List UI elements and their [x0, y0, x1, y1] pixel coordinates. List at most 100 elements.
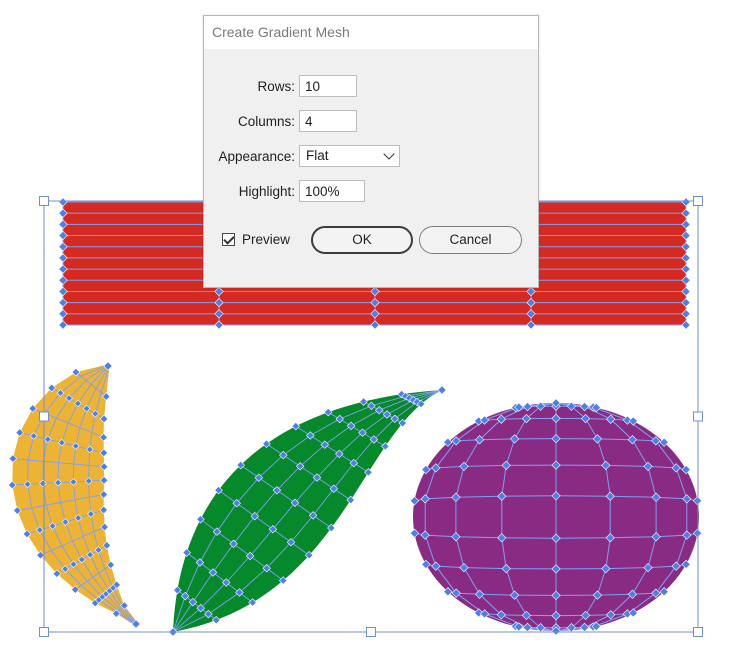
mesh-point: [335, 414, 344, 424]
mesh-line: [218, 489, 310, 556]
mesh-point: [58, 208, 68, 218]
mesh-point: [474, 589, 485, 599]
highlight-input[interactable]: [299, 180, 365, 202]
mesh-point: [551, 564, 561, 574]
mesh-point: [501, 563, 511, 574]
mesh-point: [323, 407, 333, 417]
mesh-point: [15, 428, 24, 437]
mesh-point: [551, 398, 561, 408]
mesh-point: [551, 610, 561, 621]
mesh-point: [286, 537, 296, 547]
mesh-point: [61, 518, 70, 526]
mesh-line: [172, 389, 443, 633]
mesh-point: [451, 532, 461, 542]
mesh-point: [278, 576, 288, 585]
mesh-point: [100, 522, 109, 532]
dialog-title: Create Gradient Mesh: [204, 16, 538, 49]
mesh-point: [61, 565, 70, 573]
rows-input[interactable]: [299, 75, 357, 97]
green-leaf-mesh[interactable]: [168, 385, 447, 637]
mesh-point: [681, 286, 691, 297]
mesh-point: [248, 598, 257, 607]
mesh-point: [54, 478, 62, 487]
mesh-point: [551, 491, 561, 501]
mesh-point: [94, 546, 103, 554]
mesh-point: [521, 610, 532, 621]
mesh-point: [591, 621, 601, 632]
mesh-point: [58, 309, 68, 319]
appearance-select[interactable]: Flat: [299, 145, 400, 167]
mesh-point: [451, 492, 461, 502]
mesh-point: [101, 392, 111, 401]
mesh-point: [681, 320, 691, 330]
yellow-teardrop-mesh[interactable]: [8, 361, 141, 629]
mesh-point: [580, 413, 591, 424]
mesh-point: [58, 253, 68, 263]
mesh-point: [514, 402, 524, 412]
mesh-point: [682, 494, 692, 504]
mesh-point: [681, 208, 691, 218]
mesh-point: [349, 458, 359, 468]
mesh-point: [214, 485, 223, 495]
mesh-point: [304, 550, 314, 560]
mesh-point: [526, 320, 536, 330]
cancel-button[interactable]: Cancel: [419, 226, 522, 254]
mesh-point: [521, 413, 532, 424]
mesh-line: [266, 443, 351, 501]
mesh-point: [57, 438, 66, 447]
preview-checkbox[interactable]: [222, 233, 235, 246]
mesh-point: [551, 460, 561, 470]
mesh-point: [459, 461, 469, 472]
mesh-point: [479, 415, 490, 425]
mesh-point: [535, 401, 546, 411]
mesh-point: [421, 464, 431, 475]
mesh-point: [681, 219, 691, 230]
ok-button[interactable]: OK: [311, 226, 413, 254]
mesh-point: [451, 436, 461, 446]
columns-input[interactable]: [299, 110, 357, 132]
selection-handle: [693, 627, 703, 637]
columns-label: Columns:: [237, 114, 295, 129]
mesh-point: [420, 494, 430, 504]
mesh-point: [99, 505, 108, 515]
mesh-point: [99, 462, 109, 471]
mesh-point: [346, 495, 355, 505]
preview-label[interactable]: Preview: [242, 232, 291, 247]
mesh-point: [551, 413, 561, 424]
mesh-point: [522, 401, 533, 412]
mesh-point: [501, 460, 511, 471]
mesh-point: [58, 219, 68, 230]
mesh-point: [606, 414, 616, 424]
selection-handle: [39, 196, 49, 206]
mesh-point: [245, 551, 255, 561]
mesh-point: [308, 511, 318, 520]
mesh-point: [681, 253, 691, 263]
mesh-point: [627, 589, 638, 599]
purple-sphere-mesh[interactable]: [409, 398, 703, 636]
mesh-line: [424, 402, 557, 632]
mesh-point: [681, 242, 691, 252]
mesh-point: [195, 558, 205, 567]
mesh-point: [35, 526, 44, 534]
mesh-point: [651, 588, 661, 598]
mesh-point: [312, 473, 322, 482]
mesh-point: [69, 478, 78, 486]
appearance-label: Appearance:: [218, 149, 295, 164]
mesh-point: [591, 402, 601, 413]
mesh-point: [71, 585, 80, 594]
mesh-point: [211, 615, 221, 625]
mesh-point: [8, 454, 18, 463]
mesh-point: [182, 548, 191, 557]
mesh-point: [437, 385, 447, 395]
mesh-point: [236, 460, 245, 470]
mesh-point: [99, 448, 109, 458]
mesh-point: [279, 450, 288, 460]
selection-handle: [39, 411, 49, 422]
mesh-point: [592, 434, 603, 444]
mesh-point: [254, 473, 264, 482]
mesh-point: [262, 563, 271, 573]
mesh-line: [172, 389, 443, 633]
mesh-point: [359, 397, 368, 406]
mesh-point: [22, 529, 32, 539]
